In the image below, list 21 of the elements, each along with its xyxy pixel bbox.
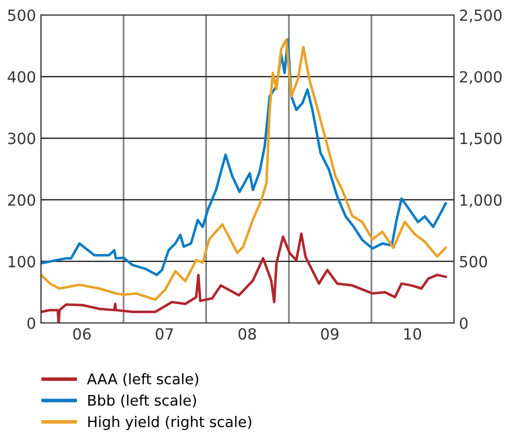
y-tick-label: 100 [8,256,36,268]
legend-label: High yield (right scale) [88,416,252,430]
line-series [41,232,447,323]
y-tick-label: 200 [8,194,36,206]
y-tick-label: 500 [8,9,36,22]
legend-label: Bbb (left scale) [88,394,196,408]
y-tick-label: 0 [27,317,36,330]
y2-tick-label: 1,500 [460,132,502,146]
y-tick-label: 300 [8,132,36,144]
y2-tick-label: 2,500 [460,9,502,23]
y-tick-label: 400 [8,71,36,83]
x-tick-label: 07 [156,328,173,340]
y2-tick-label: 500 [460,256,488,268]
y2-tick-label: 1,000 [460,194,502,208]
legend-label: AAA (left scale) [86,373,198,386]
y2-tick-label: 2,000 [460,71,502,84]
x-tick-label: 06 [73,328,91,340]
x-tick-label: 10 [404,328,422,340]
x-tick-label: 08 [238,328,256,340]
x-tick-label: 09 [321,328,338,340]
y2-tick-label: 0 [460,317,468,330]
